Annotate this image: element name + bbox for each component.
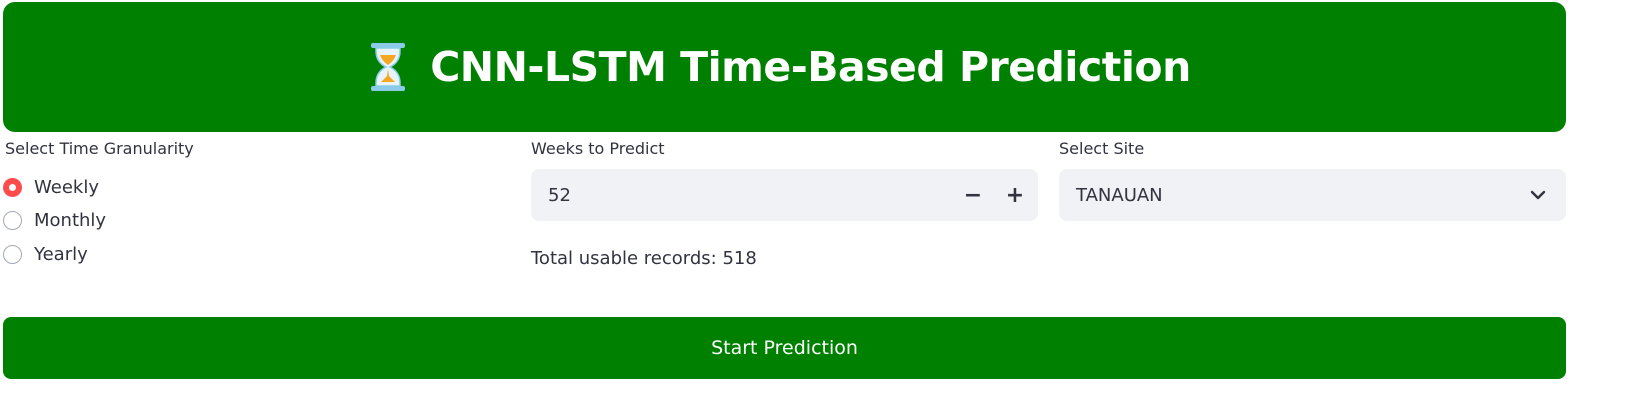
- radio-yearly-label: Yearly: [34, 243, 88, 265]
- weeks-number-input[interactable]: 52 − +: [531, 169, 1038, 221]
- weeks-label: Weeks to Predict: [531, 139, 665, 158]
- granularity-label: Select Time Granularity: [5, 139, 194, 158]
- chevron-down-icon: [1530, 190, 1546, 200]
- site-value: TANAUAN: [1076, 184, 1163, 206]
- radio-monthly[interactable]: Monthly: [3, 207, 106, 233]
- radio-monthly-label: Monthly: [34, 209, 107, 231]
- weeks-value[interactable]: 52: [548, 184, 571, 206]
- header-banner: CNN-LSTM Time-Based Prediction: [3, 2, 1566, 132]
- site-label: Select Site: [1059, 139, 1145, 158]
- start-prediction-button[interactable]: Start Prediction: [3, 317, 1566, 379]
- radio-checked-icon: [3, 177, 22, 197]
- radio-unchecked-icon: [3, 210, 22, 230]
- decrement-button[interactable]: −: [963, 182, 983, 208]
- radio-weekly-label: Weekly: [34, 176, 99, 198]
- records-count-text: Total usable records: 518: [531, 248, 757, 269]
- increment-button[interactable]: +: [1005, 182, 1025, 208]
- hourglass-icon: [371, 43, 406, 91]
- radio-unchecked-icon: [3, 244, 22, 264]
- header-content: CNN-LSTM Time-Based Prediction: [368, 42, 1191, 92]
- radio-weekly[interactable]: Weekly: [3, 174, 99, 200]
- page-title: CNN-LSTM Time-Based Prediction: [430, 43, 1191, 91]
- radio-yearly[interactable]: Yearly: [3, 241, 88, 267]
- site-select[interactable]: TANAUAN: [1059, 169, 1566, 221]
